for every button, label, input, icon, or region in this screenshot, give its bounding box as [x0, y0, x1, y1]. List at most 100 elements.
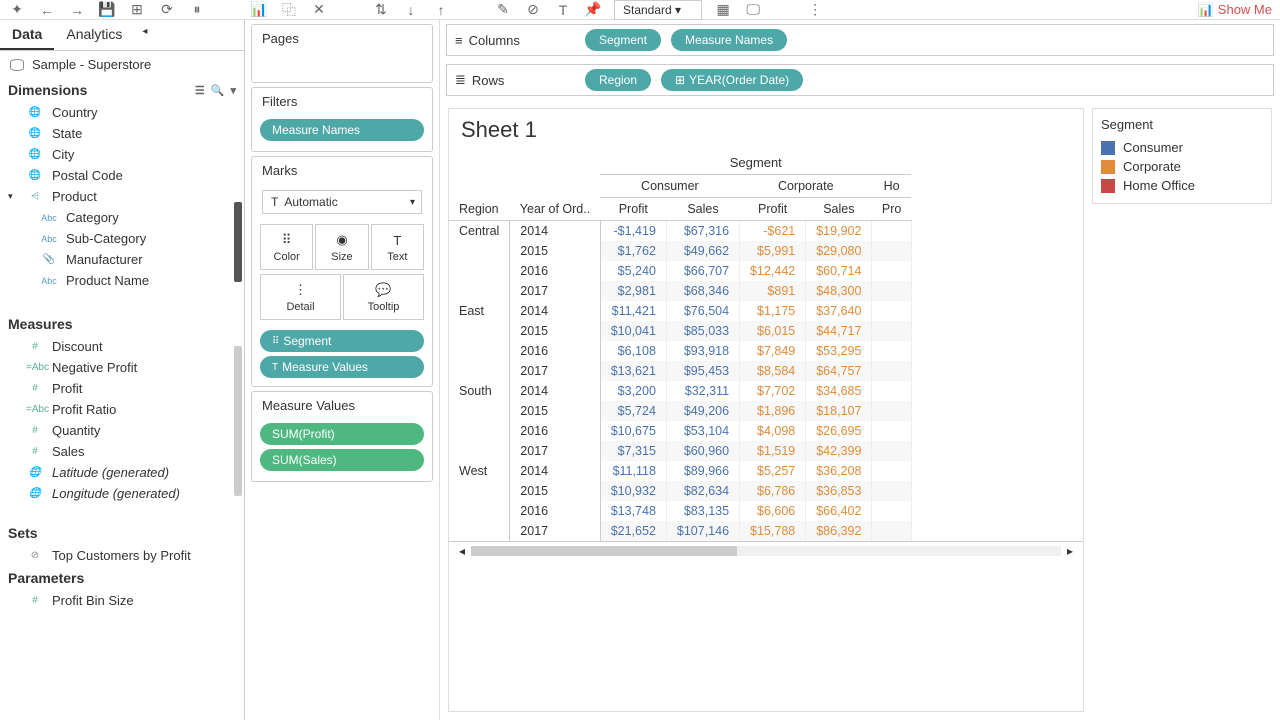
- parameter-field[interactable]: #Profit Bin Size: [0, 590, 244, 611]
- crosstab: RegionYear of Ord..SegmentConsumerCorpor…: [449, 151, 1083, 541]
- swap-icon[interactable]: ⇅: [372, 1, 390, 19]
- datasource-label: Sample - Superstore: [32, 57, 151, 72]
- show-me-button[interactable]: 📊 Show Me: [1198, 2, 1272, 18]
- legend-title: Segment: [1101, 117, 1263, 132]
- sort-desc-icon[interactable]: ↑: [432, 1, 450, 19]
- measure-field[interactable]: 🌐Longitude (generated): [0, 483, 244, 504]
- sets-header: Sets: [0, 521, 244, 545]
- label-icon[interactable]: T: [554, 1, 572, 19]
- mark-pill-segment[interactable]: ⠿Segment: [260, 330, 424, 352]
- mark-pill-measure-values[interactable]: TMeasure Values: [260, 356, 424, 378]
- measure-field[interactable]: =AbcNegative Profit: [0, 357, 244, 378]
- duplicate-icon[interactable]: ⿻: [280, 1, 298, 19]
- dimension-field[interactable]: 🌐Country: [0, 102, 244, 123]
- color-legend: Segment ConsumerCorporateHome Office: [1092, 108, 1272, 204]
- sheet-title[interactable]: Sheet 1: [449, 109, 1083, 151]
- group-icon[interactable]: ⊘: [524, 1, 542, 19]
- color-button[interactable]: ⠿Color: [260, 224, 313, 270]
- data-pane: Data Analytics ◂ Sample - Superstore Dim…: [0, 20, 245, 720]
- measure-field[interactable]: #Quantity: [0, 420, 244, 441]
- marks-title: Marks: [252, 157, 432, 184]
- text-button[interactable]: TText: [371, 224, 424, 270]
- set-field[interactable]: ⊘Top Customers by Profit: [0, 545, 244, 566]
- size-button[interactable]: ◉Size: [315, 224, 368, 270]
- size-icon: ◉: [318, 231, 365, 249]
- legend-item[interactable]: Corporate: [1101, 157, 1263, 176]
- columns-pill-segment[interactable]: Segment: [585, 29, 661, 51]
- refresh-icon[interactable]: ⟳: [158, 1, 176, 19]
- horizontal-scroll: ◂ ▸: [449, 541, 1083, 560]
- measure-field[interactable]: 🌐Latitude (generated): [0, 462, 244, 483]
- filter-pill[interactable]: Measure Names: [260, 119, 424, 141]
- dimensions-header: Dimensions ☰ 🔍 ▾: [0, 78, 244, 102]
- pin-icon[interactable]: 📌: [584, 1, 602, 19]
- rows-pill-region[interactable]: Region: [585, 69, 651, 91]
- new-worksheet-icon[interactable]: 📊: [250, 1, 268, 19]
- menu-caret-icon[interactable]: ▾: [230, 84, 236, 97]
- columns-icon: ≡: [455, 33, 463, 48]
- legend-item[interactable]: Home Office: [1101, 176, 1263, 195]
- measure-field[interactable]: #Discount: [0, 336, 244, 357]
- worksheet-area: ≡Columns Segment Measure Names ≣Rows Reg…: [440, 20, 1280, 720]
- data-tab[interactable]: Data: [0, 20, 54, 50]
- pages-title: Pages: [252, 25, 432, 52]
- forward-icon[interactable]: →: [68, 1, 86, 19]
- legend-item[interactable]: Consumer: [1101, 138, 1263, 157]
- tab-menu-icon[interactable]: ◂: [134, 20, 155, 50]
- highlight-icon[interactable]: ✎: [494, 1, 512, 19]
- tooltip-button[interactable]: 💬Tooltip: [343, 274, 424, 320]
- dimension-field[interactable]: AbcCategory: [0, 207, 244, 228]
- dimension-field[interactable]: 🌐State: [0, 123, 244, 144]
- measure-values-title: Measure Values: [252, 392, 432, 419]
- measures-header: Measures: [0, 312, 244, 336]
- measure-values-card: Measure Values SUM(Profit) SUM(Sales): [251, 391, 433, 482]
- share-icon[interactable]: ⋮: [806, 1, 824, 19]
- dimension-field[interactable]: AbcProduct Name: [0, 270, 244, 291]
- dimension-field[interactable]: 📎Manufacturer: [0, 249, 244, 270]
- measures-scrollbar[interactable]: [234, 346, 242, 496]
- presentation-icon[interactable]: 🖵: [744, 1, 762, 19]
- dimension-field[interactable]: 🌐Postal Code: [0, 165, 244, 186]
- dimension-field[interactable]: 🌐City: [0, 144, 244, 165]
- dimensions-scrollbar[interactable]: [234, 202, 242, 282]
- analytics-tab[interactable]: Analytics: [54, 20, 134, 50]
- rows-shelf[interactable]: ≣Rows Region ⊞ YEAR(Order Date): [446, 64, 1274, 96]
- cards-icon[interactable]: ▦: [714, 1, 732, 19]
- cards-panel: Pages Filters Measure Names Marks T Auto…: [245, 20, 440, 720]
- filters-title: Filters: [252, 88, 432, 115]
- scroll-left-icon[interactable]: ◂: [453, 544, 471, 558]
- datasource-row[interactable]: Sample - Superstore: [0, 51, 244, 78]
- marks-type-dropdown[interactable]: T Automatic: [262, 190, 422, 214]
- measure-field[interactable]: #Profit: [0, 378, 244, 399]
- pages-card: Pages: [251, 24, 433, 83]
- sort-asc-icon[interactable]: ↓: [402, 1, 420, 19]
- dimension-field[interactable]: AbcSub-Category: [0, 228, 244, 249]
- clear-icon[interactable]: ✕: [310, 1, 328, 19]
- mv-pill-profit[interactable]: SUM(Profit): [260, 423, 424, 445]
- back-icon[interactable]: ←: [38, 1, 56, 19]
- detail-button[interactable]: ⋮Detail: [260, 274, 341, 320]
- search-icon[interactable]: 🔍: [211, 84, 225, 97]
- rows-icon: ≣: [455, 72, 466, 88]
- marks-card: Marks T Automatic ⠿Color ◉Size TText ⋮De…: [251, 156, 433, 387]
- view-list-icon[interactable]: ☰: [195, 84, 205, 97]
- measure-field[interactable]: #Sales: [0, 441, 244, 462]
- pause-icon[interactable]: ⏸: [188, 1, 206, 19]
- save-icon[interactable]: 💾: [98, 1, 116, 19]
- fit-dropdown[interactable]: Standard ▾: [614, 0, 702, 20]
- hscroll-thumb[interactable]: [471, 546, 736, 556]
- logo-icon: ✦: [8, 1, 26, 19]
- dimension-field[interactable]: ▾⩤Product: [0, 186, 244, 207]
- rows-pill-year[interactable]: ⊞ YEAR(Order Date): [661, 69, 803, 91]
- detail-icon: ⋮: [263, 281, 338, 299]
- mv-pill-sales[interactable]: SUM(Sales): [260, 449, 424, 471]
- columns-shelf[interactable]: ≡Columns Segment Measure Names: [446, 24, 1274, 56]
- text-icon: T: [374, 231, 421, 249]
- scroll-right-icon[interactable]: ▸: [1061, 544, 1079, 558]
- viz-canvas: Sheet 1 RegionYear of Ord..SegmentConsum…: [448, 108, 1084, 712]
- top-toolbar: ✦ ← → 💾 ⊞ ⟳ ⏸ 📊 ⿻ ✕ ⇅ ↓ ↑ ✎ ⊘ T 📌 Standa…: [0, 0, 1280, 20]
- plus-icon: ⊞: [675, 73, 685, 87]
- measure-field[interactable]: =AbcProfit Ratio: [0, 399, 244, 420]
- columns-pill-measure-names[interactable]: Measure Names: [671, 29, 787, 51]
- new-datasource-icon[interactable]: ⊞: [128, 1, 146, 19]
